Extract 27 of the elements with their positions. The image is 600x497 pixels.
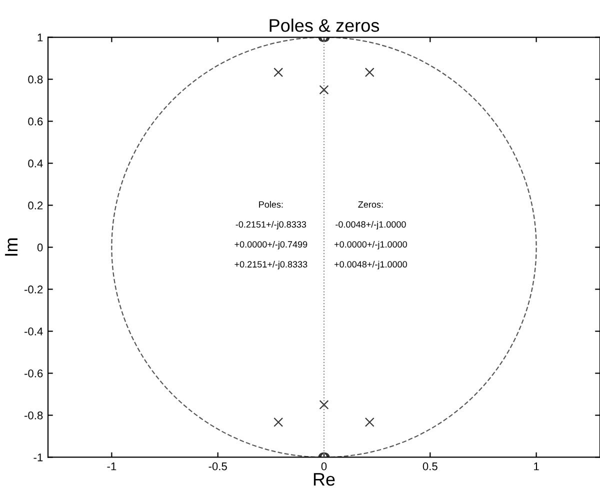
x-tick-label: 0 bbox=[321, 462, 327, 470]
annotation: +0.0000+/-j1.0000 bbox=[334, 240, 407, 250]
x-tick-label: -1 bbox=[107, 462, 116, 470]
annotation: +0.2151+/-j0.8333 bbox=[234, 260, 308, 270]
annotation: +0.0000+/-j0.7499 bbox=[234, 240, 308, 250]
y-tick-label: -0.6 bbox=[24, 370, 43, 378]
chart-title: Poles & zeros bbox=[270, 18, 380, 32]
y-tick-label: 0.2 bbox=[28, 202, 43, 210]
x-tick-label: 1 bbox=[534, 462, 539, 470]
annotation: Zeros: bbox=[358, 201, 383, 208]
y-tick-label: 1 bbox=[38, 34, 43, 42]
annotation: Poles: bbox=[259, 201, 283, 208]
y-tick-label: 0.8 bbox=[28, 76, 43, 84]
x-tick-label: 0.5 bbox=[422, 462, 438, 470]
annotation: -0.2151+/-j0.8333 bbox=[236, 221, 306, 230]
annotation: -0.0048+/-j1.0000 bbox=[336, 221, 406, 230]
y-tick-label: -0.4 bbox=[24, 328, 43, 336]
y-tick-label: -0.8 bbox=[24, 412, 43, 420]
x-axis-title: Re bbox=[314, 473, 335, 486]
y-axis-title: Im bbox=[5, 238, 18, 256]
annotation: +0.0048+/-j1.0000 bbox=[334, 260, 407, 270]
x-tick-label: -0.5 bbox=[208, 462, 227, 470]
y-tick-label: 0.4 bbox=[28, 160, 43, 168]
y-tick-label: -0.2 bbox=[24, 286, 43, 294]
y-tick-label: -1 bbox=[34, 454, 43, 462]
y-tick-label: 0.6 bbox=[28, 118, 43, 126]
y-tick-label: 0 bbox=[37, 244, 43, 252]
